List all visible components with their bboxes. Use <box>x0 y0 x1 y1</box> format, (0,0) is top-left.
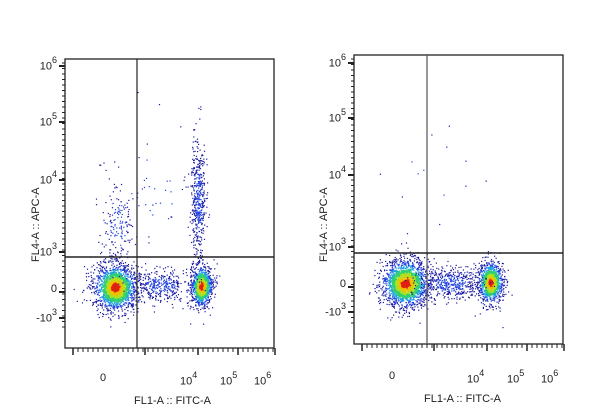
event-dots <box>73 91 221 328</box>
event-dots <box>368 125 513 329</box>
x-axis-label: FL1-A :: FITC-A <box>134 395 212 407</box>
plot-frame <box>353 54 564 345</box>
y-tick-label: 0 <box>339 278 346 290</box>
y-tick-label: 103 <box>39 241 57 259</box>
x-axis-label: FL1-A :: FITC-A <box>424 393 502 405</box>
y-tick-label: 105 <box>39 111 57 129</box>
y-tick-label: -103 <box>36 307 57 325</box>
y-tick-label: -103 <box>325 301 346 319</box>
x-tick-label: 0 <box>100 372 107 384</box>
x-tick-label: 104 <box>180 370 198 388</box>
x-tick-label: 105 <box>507 368 525 386</box>
x-tick-label: 104 <box>467 368 485 386</box>
x-tick-label: 106 <box>254 370 272 388</box>
y-axis-label: FL4-A :: APC-A <box>318 187 330 262</box>
x-tick-label: 106 <box>541 368 559 386</box>
x-tick-label: 0 <box>389 370 396 382</box>
y-tick-label: 104 <box>39 169 57 187</box>
y-tick-label: 0 <box>50 283 57 295</box>
y-tick-label: 105 <box>328 107 346 125</box>
y-tick-label: 103 <box>328 236 346 254</box>
x-tick-label: 105 <box>220 370 238 388</box>
y-tick-label: 106 <box>39 55 57 73</box>
y-tick-label: 104 <box>328 164 346 182</box>
y-tick-label: 106 <box>328 52 346 70</box>
